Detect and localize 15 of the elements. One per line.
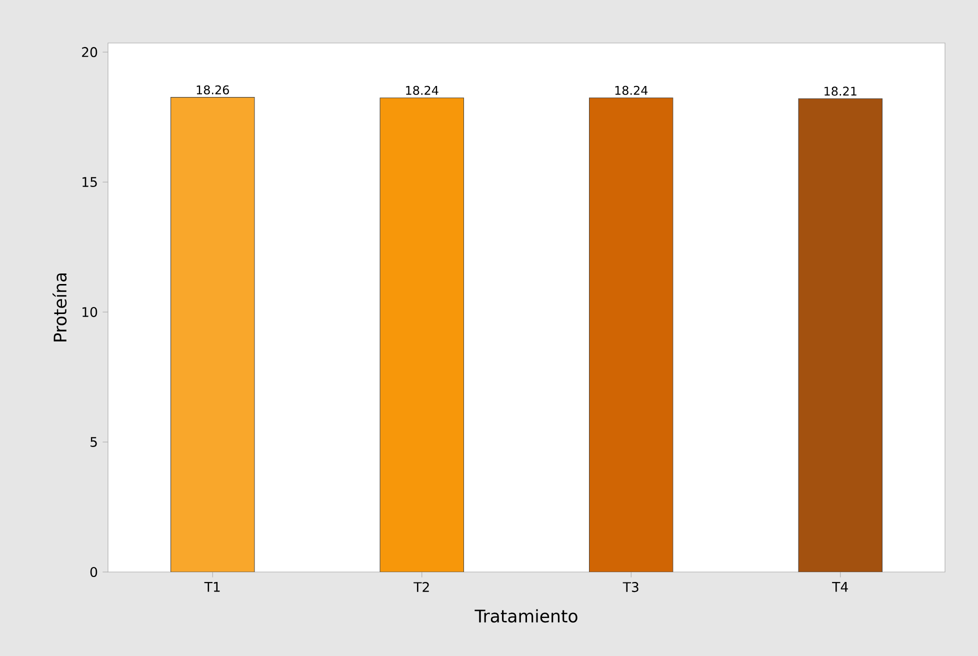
y-tick-label: 0 [90, 566, 98, 578]
y-tick-label: 15 [82, 177, 97, 188]
data-label: 18.24 [406, 86, 438, 95]
x-tick-label: T4 [832, 582, 848, 592]
data-label: 18.21 [824, 86, 856, 96]
data-label: 18.26 [196, 85, 229, 94]
x-tick-label: T1 [204, 582, 220, 592]
data-label: 18.24 [615, 86, 648, 95]
y-axis-title: Proteína [52, 273, 67, 342]
y-tick-label: 10 [82, 307, 98, 318]
y-tick-label: 20 [82, 47, 98, 58]
x-tick-label: T3 [622, 582, 638, 592]
x-tick-label: T2 [414, 582, 429, 592]
x-axis-title: Tratamiento [474, 609, 578, 623]
y-tick-label: 5 [90, 437, 97, 447]
